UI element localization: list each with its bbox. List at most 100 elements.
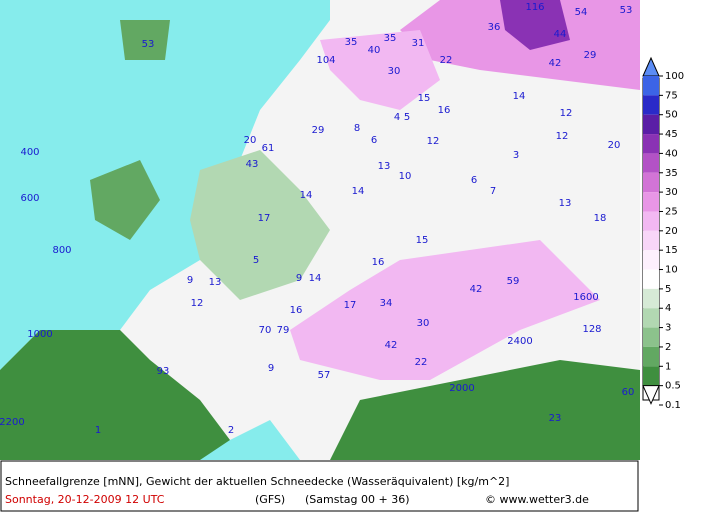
map-label: 16 xyxy=(438,105,451,116)
legend-arrow-top xyxy=(642,56,660,77)
legend-swatch xyxy=(643,269,659,289)
caption-model: (GFS) xyxy=(255,493,285,506)
legend-label: 40 xyxy=(665,148,678,159)
map-label: 16 xyxy=(290,305,303,316)
map-label: 104 xyxy=(316,55,335,66)
british-isles xyxy=(90,160,160,240)
map-label: 14 xyxy=(352,186,365,197)
iceland xyxy=(120,20,170,60)
map-label: 14 xyxy=(513,91,526,102)
map-label: 6 xyxy=(471,175,477,186)
map-label: 5 xyxy=(253,255,259,266)
map-label: 70 xyxy=(259,325,272,336)
map-label: 600 xyxy=(20,193,39,204)
map-label: 57 xyxy=(318,370,331,381)
snow-deep xyxy=(500,0,570,50)
map-label: 17 xyxy=(258,213,271,224)
legend-swatch xyxy=(643,308,659,328)
map-label: 9 xyxy=(187,275,193,286)
map-label: 116 xyxy=(525,2,544,13)
legend-label: 75 xyxy=(665,90,678,101)
map-label: 400 xyxy=(20,147,39,158)
map-label: 35 xyxy=(345,37,358,48)
map-label: 30 xyxy=(388,66,401,77)
map-label: 36 xyxy=(488,22,501,33)
map-label: 13 xyxy=(209,277,222,288)
legend-swatch xyxy=(643,172,659,193)
map-label: 10 xyxy=(399,171,412,182)
map-label: 9 xyxy=(296,273,302,284)
west-green xyxy=(190,150,330,300)
map-label: 31 xyxy=(412,38,425,49)
legend-swatch xyxy=(643,327,659,347)
legend-label: 3 xyxy=(665,323,671,334)
map-label: 3 xyxy=(513,150,519,161)
legend-label: 20 xyxy=(665,226,678,237)
map-label: 15 xyxy=(416,235,429,246)
map-label: 2 xyxy=(228,425,234,436)
map-label: 53 xyxy=(142,39,155,50)
map-label: 6 xyxy=(371,135,377,146)
map-label: 12 xyxy=(427,136,440,147)
map-label: 42 xyxy=(549,58,562,69)
legend-swatch xyxy=(643,230,659,251)
caption-run: (Samstag 00 + 36) xyxy=(305,493,410,506)
legend-swatch xyxy=(643,288,659,309)
snow-north xyxy=(320,30,440,110)
legend-label: 0.1 xyxy=(665,400,681,411)
legend-label: 50 xyxy=(665,110,678,121)
map-label: 20 xyxy=(244,135,257,146)
legend-label: 30 xyxy=(665,187,678,198)
map-label: 13 xyxy=(559,198,572,209)
legend-swatch xyxy=(643,192,659,212)
map-label: 9 xyxy=(268,363,274,374)
map-label: 128 xyxy=(582,324,601,335)
legend-label: 10 xyxy=(665,265,678,276)
legend-swatch xyxy=(643,95,659,115)
map-label: 1600 xyxy=(573,292,598,303)
legend-label: 5 xyxy=(665,284,671,295)
map-label: 7 xyxy=(490,186,496,197)
legend-label: 0.5 xyxy=(665,381,681,392)
map-label: 2200 xyxy=(0,417,25,428)
map-label: 1000 xyxy=(27,329,52,340)
legend-swatch xyxy=(643,211,659,231)
map-label: 18 xyxy=(594,213,607,224)
map-label: 35 xyxy=(384,33,397,44)
legend-label: 4 xyxy=(665,303,671,314)
map-label: 29 xyxy=(584,50,597,61)
map-label: 59 xyxy=(507,276,520,287)
iberia-green xyxy=(0,330,230,460)
map-label: 16 xyxy=(372,257,385,268)
map-label: 60 xyxy=(622,387,635,398)
legend-swatch xyxy=(643,366,659,386)
map-label: 12 xyxy=(556,131,569,142)
map-label: 34 xyxy=(380,298,393,309)
map-label: 23 xyxy=(549,413,562,424)
map-label: 79 xyxy=(277,325,290,336)
map-label: 42 xyxy=(385,340,398,351)
map-label: 14 xyxy=(309,273,322,284)
map-label: 2400 xyxy=(507,336,532,347)
legend: 100 75 50 45 40 35 30 25 20 15 10 5 4 3 2 1 0.5 0.1 xyxy=(642,56,684,411)
legend-swatch xyxy=(643,346,659,367)
map-label: 14 xyxy=(300,190,313,201)
map-label: 12 xyxy=(560,108,573,119)
legend-swatch xyxy=(643,250,659,270)
legend-label: 1 xyxy=(665,361,671,372)
map-label: 42 xyxy=(470,284,483,295)
map-label: 13 xyxy=(378,161,391,172)
caption-box xyxy=(0,460,639,512)
map-label: 30 xyxy=(417,318,430,329)
legend-swatch xyxy=(643,114,659,135)
map-label: 20 xyxy=(608,140,621,151)
legend-label: 15 xyxy=(665,245,678,256)
legend-swatch xyxy=(643,153,659,173)
caption-line1: Schneefallgrenze [mNN], Gewicht der aktu… xyxy=(5,475,509,488)
caption-date: Sonntag, 20-12-2009 12 UTC xyxy=(5,493,165,506)
map-label: 12 xyxy=(191,298,204,309)
map-label: 5 xyxy=(404,112,410,123)
